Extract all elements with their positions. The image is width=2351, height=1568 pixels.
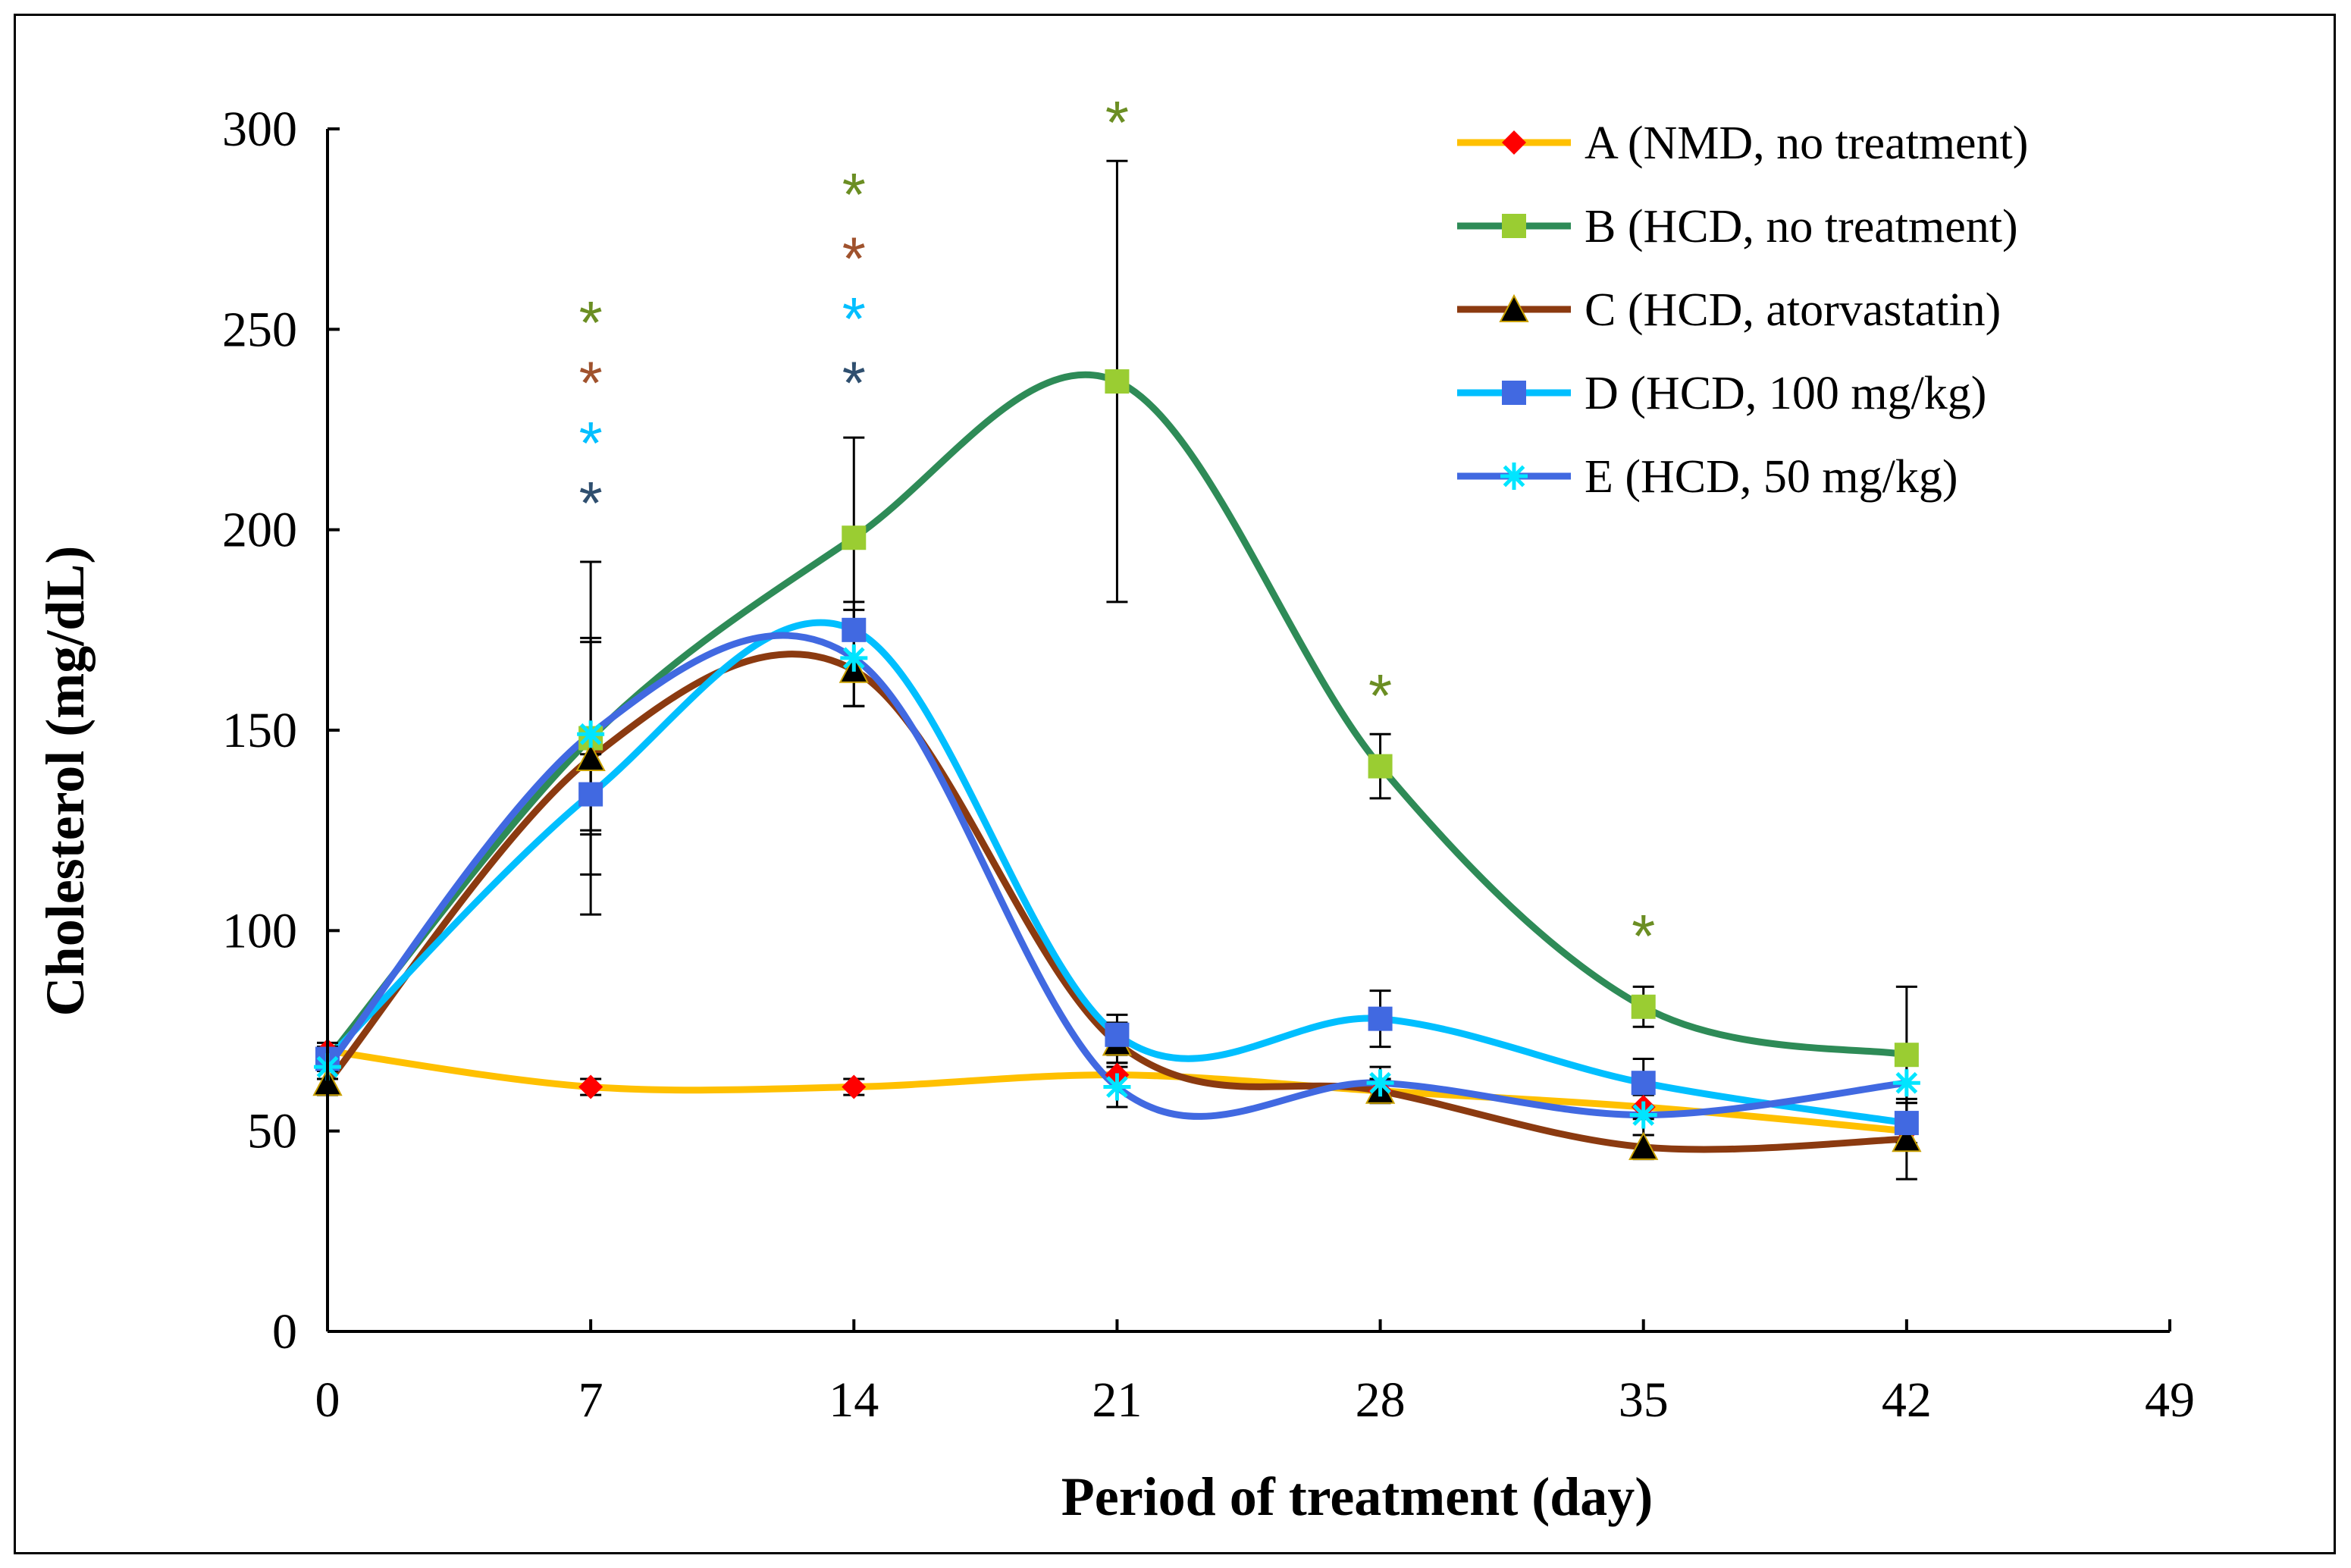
significance-star: *: [842, 285, 866, 353]
data-point: [840, 644, 868, 672]
data-point: [1105, 1022, 1130, 1047]
data-point: [1892, 1124, 1922, 1152]
data-point: [575, 742, 606, 772]
data-point: [1631, 1071, 1656, 1096]
x-tick-label: 35: [1619, 1372, 1669, 1428]
y-tick-label: 50: [247, 1104, 297, 1159]
significance-star: *: [842, 161, 866, 228]
significance-star: *: [579, 409, 603, 477]
data-point: [842, 525, 867, 550]
legend-entry: C (HCD, atorvastatin): [1457, 284, 2001, 336]
y-tick-label: 300: [222, 102, 297, 157]
legend-entry: B (HCD, no treatment): [1457, 201, 2018, 252]
x-tick-label: 28: [1356, 1372, 1406, 1428]
data-point: [1105, 369, 1130, 394]
y-tick-label: 200: [222, 503, 297, 558]
significance-star: *: [842, 225, 866, 293]
significance-star: *: [842, 349, 866, 416]
legend-entry: E (HCD, 50 mg/kg): [1457, 451, 1958, 503]
x-tick-label: 42: [1882, 1372, 1932, 1428]
ticks: 0 50 100 150 200 250 300 0 7 14 21 28 35 42 49: [222, 102, 2195, 1428]
data-point: [1628, 1131, 1659, 1160]
x-axis-title: Period of treatment (day): [1061, 1466, 1653, 1527]
legend-swatch-marker: [1500, 463, 1528, 490]
legend-label: E (HCD, 50 mg/kg): [1585, 451, 1958, 503]
y-tick-label: 100: [222, 903, 297, 958]
y-axis-title: Cholesterol (mg/dL): [35, 546, 96, 1017]
x-tick-label: 21: [1092, 1372, 1142, 1428]
data-point: [1366, 1069, 1394, 1097]
data-point: [1103, 1073, 1131, 1101]
significance-star: *: [579, 289, 603, 356]
data-point: [1892, 1069, 1920, 1097]
data-point: [578, 1074, 603, 1099]
legend-swatch-marker: [1499, 293, 1529, 322]
data-point: [578, 782, 603, 807]
data-point: [842, 1074, 867, 1099]
significance-star: *: [579, 469, 603, 537]
legend-label: A (NMD, no treatment): [1585, 118, 2028, 169]
legend-label: D (HCD, 100 mg/kg): [1585, 368, 1986, 419]
significance-star: *: [579, 349, 603, 416]
legend: A (NMD, no treatment) B (HCD, no treatmen…: [1457, 118, 2028, 503]
legend-entry: A (NMD, no treatment): [1457, 118, 2028, 169]
y-tick-label: 150: [222, 703, 297, 758]
x-tick-label: 7: [578, 1372, 603, 1428]
significance-star: *: [1368, 662, 1392, 729]
data-point: [1894, 1043, 1919, 1068]
data-point: [1368, 754, 1393, 779]
legend-swatch-marker: [1502, 214, 1526, 238]
legend-label: C (HCD, atorvastatin): [1585, 284, 2001, 336]
legend-label: B (HCD, no treatment): [1585, 201, 2018, 252]
significance-star: *: [1105, 89, 1129, 156]
series-line-2: [324, 651, 1911, 1153]
data-point: [577, 720, 605, 748]
y-tick-label: 250: [222, 302, 297, 357]
chart-frame: [14, 14, 2336, 1554]
data-point: [1629, 1101, 1657, 1129]
x-tick-label: 0: [315, 1372, 340, 1428]
y-tick-label: 0: [272, 1304, 297, 1359]
series-line-4: [324, 632, 1911, 1120]
legend-swatch-marker: [1502, 381, 1526, 405]
significance-annotations: ***********: [579, 89, 1656, 970]
significance-star: *: [1632, 902, 1655, 970]
data-point: [842, 617, 867, 642]
data-point: [1894, 1111, 1919, 1136]
legend-swatch-marker: [1502, 130, 1526, 155]
x-tick-label: 49: [2145, 1372, 2195, 1428]
legend-entry: D (HCD, 100 mg/kg): [1457, 368, 1986, 419]
data-point: [1368, 1006, 1393, 1031]
data-point: [1631, 994, 1656, 1019]
x-tick-label: 14: [829, 1372, 879, 1428]
